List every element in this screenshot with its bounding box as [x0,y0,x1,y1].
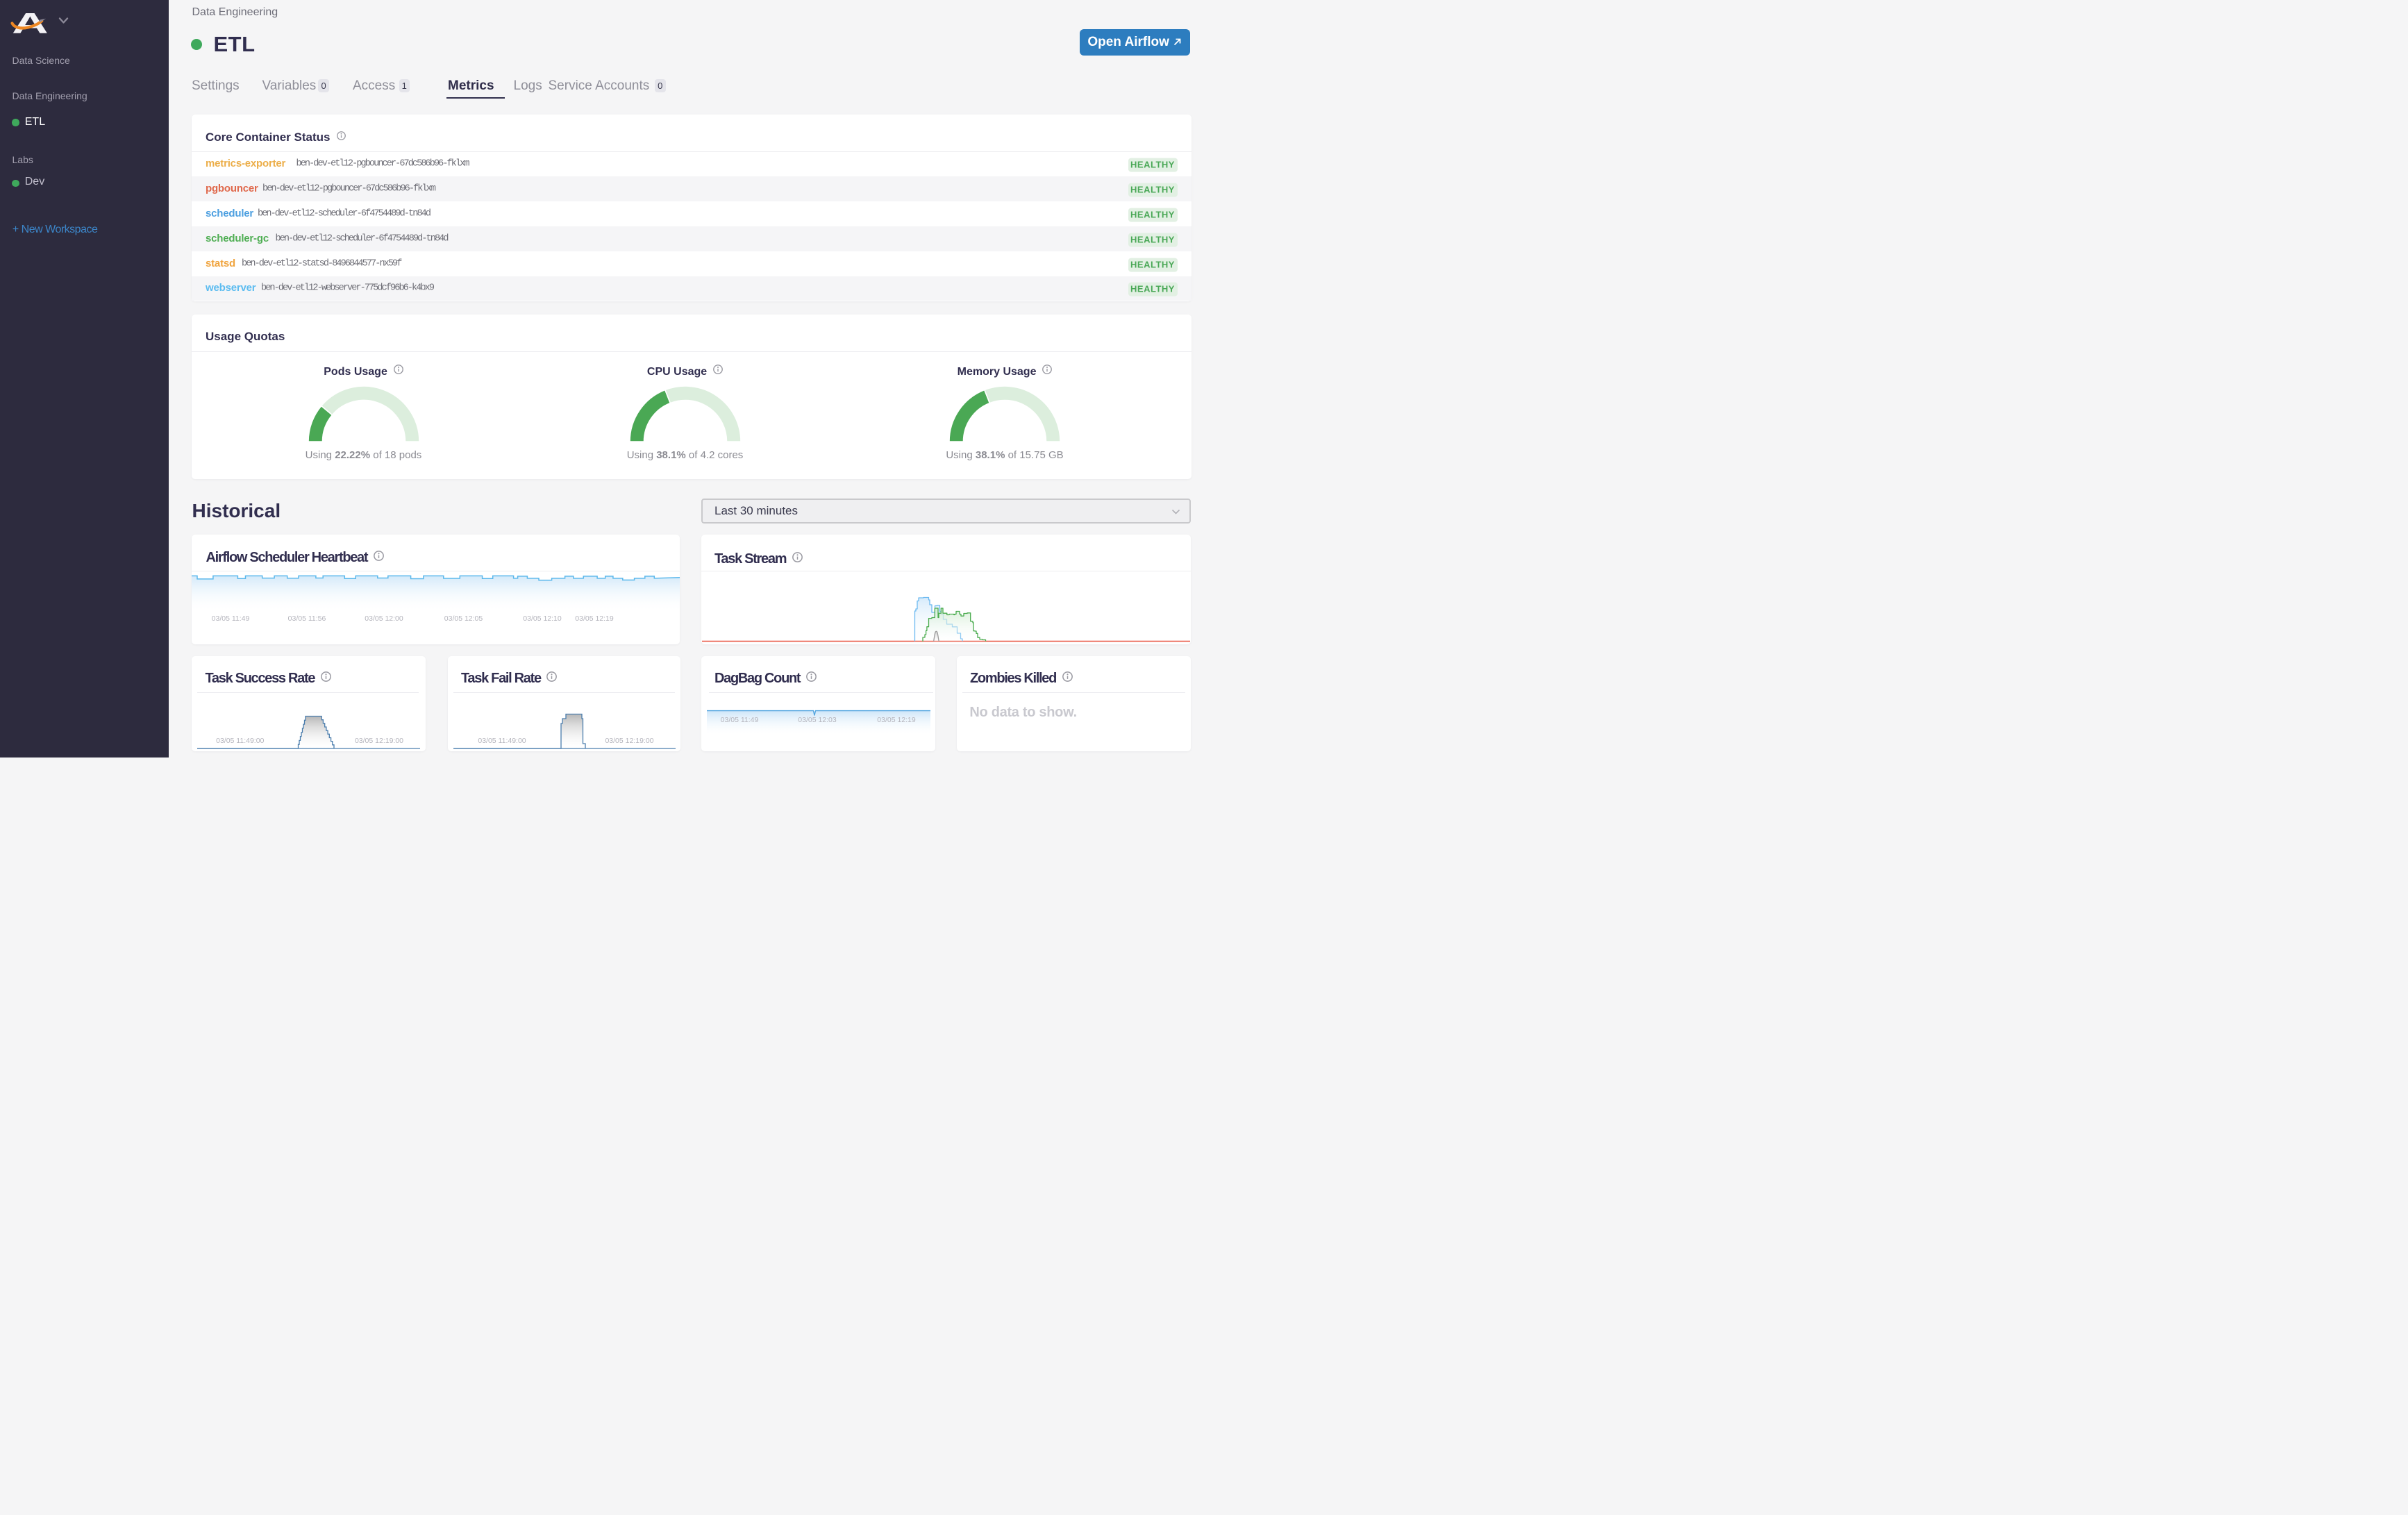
svg-text:03/05 12:05: 03/05 12:05 [444,614,483,623]
svg-text:A: A [12,7,49,40]
svg-text:03/05 12:00: 03/05 12:00 [365,614,403,623]
svg-text:03/05 12:10: 03/05 12:10 [523,614,562,623]
svg-text:03/05 11:49: 03/05 11:49 [212,614,250,623]
svg-text:03/05 12:19: 03/05 12:19 [575,614,614,623]
svg-text:03/05 11:56: 03/05 11:56 [288,614,326,623]
